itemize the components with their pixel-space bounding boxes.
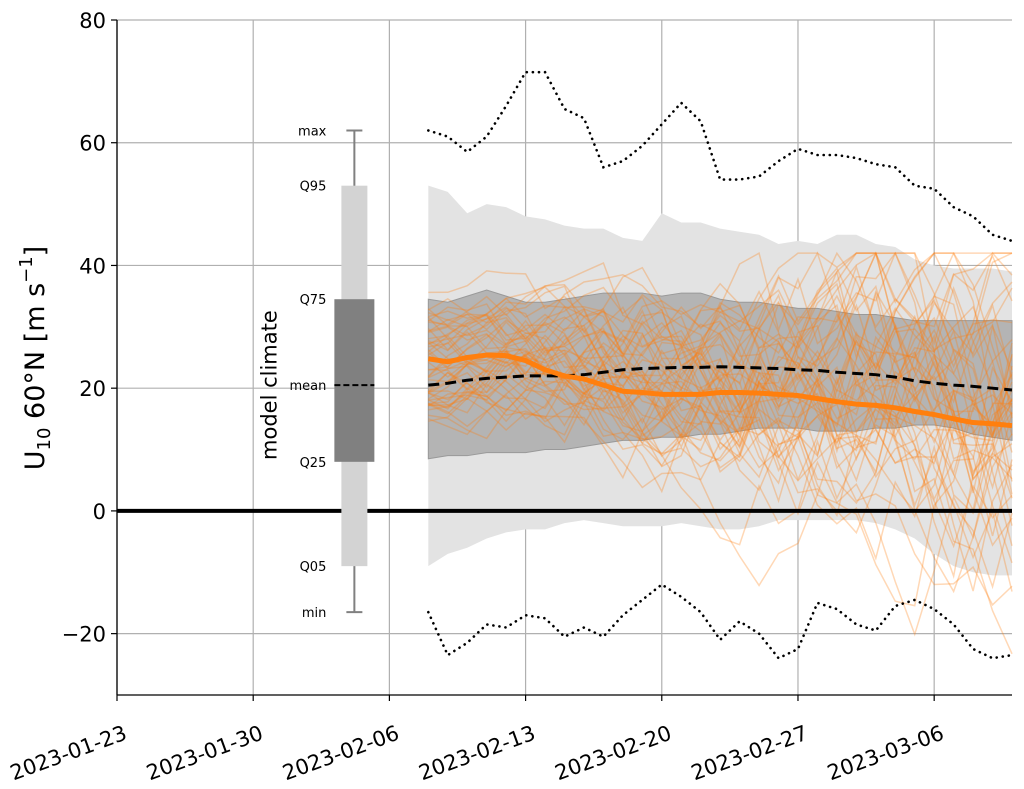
ensemble-member-line [427, 316, 1013, 655]
ensemble-member-line [428, 307, 1013, 490]
ensemble-member-line [428, 251, 1013, 462]
ensemble-member-line [427, 251, 1013, 416]
ensemble-member-line [428, 251, 1013, 423]
ensemble-member-line [428, 294, 1013, 482]
ensemble-member-line [427, 289, 1013, 579]
x-tick-label: 2023-03-06 [824, 721, 947, 785]
y-tick-label: 0 [93, 500, 106, 524]
climate-lines [117, 70, 1014, 660]
ensemble-member-line [427, 350, 1013, 592]
ensemble-member-line [427, 286, 1013, 453]
y-axis-title: U10 60°N [m s−1] [16, 246, 55, 470]
ensemble-member-line [428, 305, 1013, 436]
ensemble-member-line [428, 252, 1013, 408]
ensemble-member-line [427, 319, 1013, 473]
ensemble-member-line [427, 289, 1013, 477]
ensemble-member-line [427, 252, 1012, 407]
ensemble-member-line [427, 252, 1013, 495]
ensemble-member-line [427, 297, 1013, 504]
ensemble-member-line [427, 266, 1013, 513]
y-tick-label: 20 [79, 377, 106, 401]
ensemble-member-line [428, 251, 1013, 458]
axes [116, 20, 1012, 696]
ensemble-member-line [427, 264, 1013, 430]
box-label-min: min [302, 606, 327, 621]
x-tick-label: 2023-02-20 [552, 721, 675, 785]
x-tick-label: 2023-01-23 [7, 721, 130, 785]
ensemble-member-line [428, 373, 1013, 607]
climate-max-line [427, 70, 1014, 243]
ensemble-member-line [427, 313, 1013, 478]
ensemble-member-line [428, 304, 1013, 637]
ensemble-member-line [428, 334, 1013, 485]
ensemble-mean-line [427, 352, 1013, 429]
ensemble-member-line [428, 307, 1013, 590]
box-label-q95: Q95 [300, 180, 327, 195]
y-tick-label: −20 [62, 623, 106, 647]
box-label-q75: Q75 [300, 293, 327, 308]
model-climate-title: model climate [257, 310, 281, 460]
ensemble-member-line [428, 252, 1013, 526]
climate-min-line [427, 582, 1014, 660]
box-label-max: max [298, 124, 327, 139]
box-label-q05: Q05 [300, 560, 327, 575]
ensemble-member-line [428, 311, 1013, 607]
climate-bands [427, 185, 1013, 576]
ensemble-member-line [428, 303, 1013, 469]
ensemble-member-line [427, 251, 1013, 459]
ensemble-member-line [428, 309, 1013, 518]
ensemble-member-line [428, 375, 1013, 482]
ensemble-member-line [427, 266, 1013, 494]
y-tick-label: 80 [79, 9, 106, 33]
ensemble-member-line [428, 286, 1013, 425]
ensemble-member-line [427, 252, 1012, 393]
ensemble-member-line [428, 252, 1013, 439]
box-label-mean: mean [289, 379, 326, 394]
x-tick-label: 2023-01-30 [143, 721, 266, 785]
ensemble-member-line [427, 252, 1013, 445]
ensemble-members [427, 251, 1013, 655]
ensemble-member-line [428, 315, 1013, 592]
x-tick-label: 2023-02-27 [688, 721, 811, 785]
ensemble-member-line [427, 303, 1013, 535]
ensemble-member-line [427, 316, 1013, 473]
ensemble-member-line [428, 332, 1013, 547]
band-q25-q75 [427, 289, 1013, 460]
ensemble-member-line [428, 284, 1013, 547]
ensemble-member-line [427, 252, 1013, 564]
model-climate-box: max Q95 Q75 mean Q25 Q05 min model climate [257, 124, 375, 621]
ensemble-member-line [427, 313, 1013, 492]
x-tick-label: 2023-02-13 [416, 721, 539, 785]
y-tick-label: 60 [79, 132, 106, 156]
x-tick-label: 2023-02-06 [279, 721, 402, 785]
ensemble-member-line [427, 270, 1013, 480]
ensemble-member-line [427, 350, 1013, 515]
box-q25-q75 [334, 299, 375, 462]
box-label-q25: Q25 [300, 456, 327, 471]
y-tick-label: 40 [79, 254, 106, 278]
ensemble-member-line [427, 330, 1013, 505]
ensemble-member-line [427, 300, 1013, 537]
climate-mean-line [428, 365, 1013, 392]
